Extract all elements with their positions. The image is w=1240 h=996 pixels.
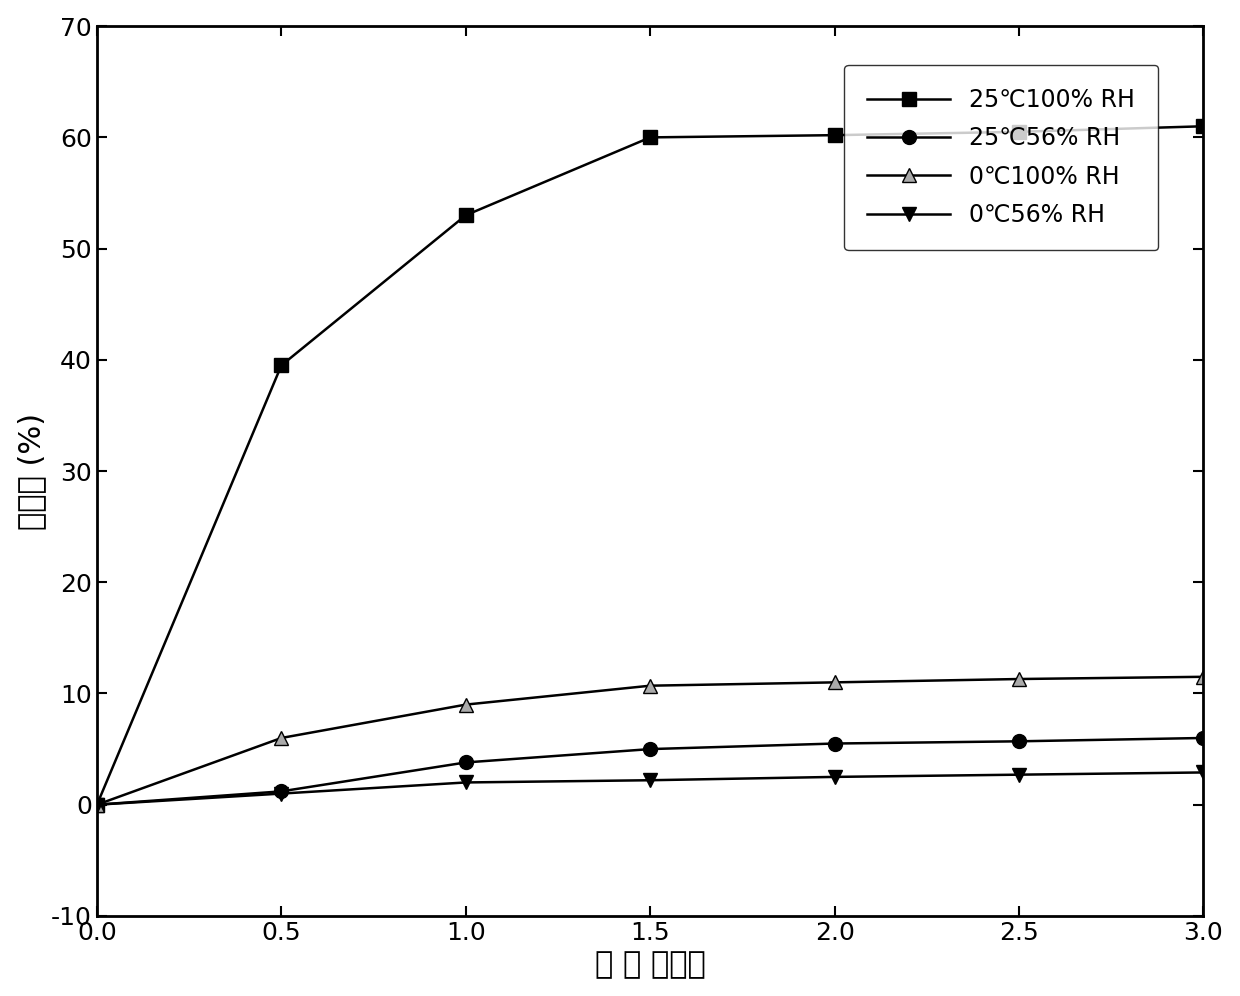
25℃100% RH bbox=[459, 209, 474, 221]
25℃100% RH bbox=[642, 131, 657, 143]
25℃56% RH bbox=[1197, 732, 1211, 744]
0℃100% RH bbox=[1012, 673, 1027, 685]
Y-axis label: 吸湿率 (%): 吸湿率 (%) bbox=[16, 412, 46, 530]
0℃100% RH bbox=[1197, 671, 1211, 683]
0℃56% RH bbox=[1197, 767, 1211, 779]
25℃56% RH bbox=[89, 799, 104, 811]
25℃56% RH bbox=[274, 786, 289, 798]
0℃100% RH bbox=[274, 732, 289, 744]
25℃56% RH bbox=[459, 756, 474, 768]
25℃56% RH bbox=[1012, 735, 1027, 747]
0℃56% RH bbox=[274, 788, 289, 800]
Line: 0℃100% RH: 0℃100% RH bbox=[91, 670, 1210, 812]
0℃56% RH bbox=[89, 799, 104, 811]
25℃100% RH bbox=[274, 360, 289, 372]
25℃100% RH bbox=[827, 129, 842, 141]
0℃100% RH bbox=[827, 676, 842, 688]
X-axis label: 时 间 （天）: 时 间 （天） bbox=[595, 950, 706, 979]
0℃56% RH bbox=[827, 771, 842, 783]
Line: 25℃100% RH: 25℃100% RH bbox=[91, 120, 1210, 812]
0℃100% RH bbox=[459, 698, 474, 710]
Legend: 25℃100% RH, 25℃56% RH, 0℃100% RH, 0℃56% RH: 25℃100% RH, 25℃56% RH, 0℃100% RH, 0℃56% … bbox=[844, 65, 1158, 250]
0℃56% RH bbox=[1012, 769, 1027, 781]
25℃100% RH bbox=[89, 799, 104, 811]
0℃56% RH bbox=[459, 777, 474, 789]
25℃100% RH bbox=[1012, 125, 1027, 137]
25℃56% RH bbox=[642, 743, 657, 755]
0℃56% RH bbox=[642, 774, 657, 786]
Line: 0℃56% RH: 0℃56% RH bbox=[91, 766, 1210, 812]
0℃100% RH bbox=[89, 799, 104, 811]
0℃100% RH bbox=[642, 679, 657, 691]
Line: 25℃56% RH: 25℃56% RH bbox=[91, 731, 1210, 812]
25℃56% RH bbox=[827, 738, 842, 750]
25℃100% RH bbox=[1197, 121, 1211, 132]
